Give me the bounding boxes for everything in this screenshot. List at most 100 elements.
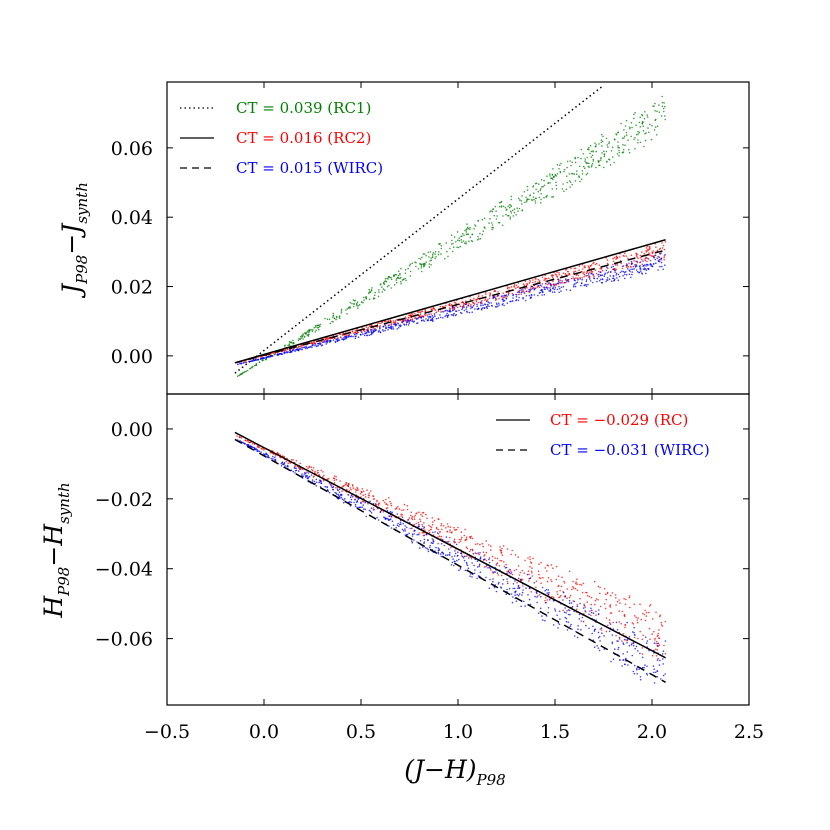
- data-point-rc1: [434, 253, 436, 255]
- data-point-rc1: [558, 168, 560, 170]
- data-point-wirc: [324, 485, 327, 488]
- data-point-wirc: [492, 580, 494, 583]
- data-point-wirc: [453, 564, 455, 567]
- data-point-wirc: [520, 289, 523, 291]
- data-point-wirc: [245, 361, 247, 364]
- data-point-wirc: [265, 453, 268, 455]
- data-point-wirc: [340, 494, 343, 497]
- data-point-wirc: [530, 296, 532, 298]
- data-point-rc1: [521, 203, 523, 205]
- data-point-rc1: [584, 167, 586, 169]
- data-point-rc1: [393, 274, 396, 277]
- data-point-rc1: [457, 246, 460, 249]
- data-point-wirc: [528, 289, 530, 291]
- data-point-rc: [428, 531, 431, 534]
- data-point-rc2: [646, 257, 649, 260]
- bottom-panel-fit-lines: [234, 431, 666, 683]
- data-point-rc1: [534, 197, 537, 200]
- data-point-wirc: [376, 516, 378, 519]
- data-point-wirc: [631, 273, 633, 276]
- data-point-wirc: [638, 668, 640, 670]
- data-point-rc1: [654, 102, 656, 105]
- data-point-wirc: [574, 279, 576, 282]
- data-point-rc: [608, 619, 611, 621]
- data-point-rc: [408, 517, 411, 519]
- data-point-rc: [458, 541, 460, 544]
- data-point-rc1: [461, 232, 464, 235]
- data-point-rc: [501, 547, 503, 550]
- data-point-wirc: [477, 307, 480, 310]
- data-point-wirc: [600, 274, 602, 277]
- data-point-wirc: [421, 528, 423, 530]
- data-point-rc1: [598, 143, 600, 145]
- data-point-rc: [345, 482, 347, 484]
- data-point-rc: [446, 523, 449, 525]
- data-point-wirc: [517, 587, 519, 590]
- data-point-rc2: [502, 296, 505, 299]
- data-point-wirc: [263, 357, 265, 359]
- data-point-rc: [482, 551, 485, 553]
- data-point-wirc: [653, 649, 655, 652]
- data-point-rc1: [351, 302, 353, 305]
- data-point-rc1: [519, 199, 521, 201]
- data-point-rc: [624, 624, 626, 626]
- data-point-wirc: [544, 619, 546, 622]
- data-point-wirc: [509, 568, 511, 571]
- data-point-wirc: [476, 560, 479, 563]
- data-point-wirc: [443, 544, 446, 547]
- data-point-rc: [651, 618, 654, 620]
- data-point-wirc: [639, 652, 641, 655]
- data-point-rc2: [574, 267, 577, 270]
- data-point-rc: [641, 638, 644, 641]
- data-point-rc: [651, 654, 654, 657]
- data-point-wirc: [294, 350, 296, 353]
- data-point-wirc: [249, 445, 252, 447]
- data-point-wirc: [399, 325, 402, 328]
- data-point-rc1: [553, 176, 555, 178]
- data-point-wirc: [393, 323, 395, 326]
- data-point-wirc: [432, 542, 434, 544]
- data-point-wirc: [623, 638, 626, 641]
- data-point-rc1: [637, 130, 639, 133]
- data-point-wirc: [280, 465, 283, 467]
- data-point-rc1: [661, 101, 664, 104]
- data-point-rc2: [595, 262, 598, 265]
- data-point-rc1: [634, 112, 636, 114]
- data-point-rc1: [431, 253, 434, 256]
- data-point-rc1: [523, 191, 526, 193]
- data-point-wirc: [622, 270, 625, 273]
- data-point-wirc: [653, 668, 655, 670]
- data-point-rc: [599, 605, 602, 608]
- data-point-wirc: [622, 653, 624, 655]
- data-point-wirc: [411, 533, 414, 535]
- data-point-rc: [312, 467, 315, 469]
- data-point-rc: [637, 637, 639, 640]
- data-point-rc1: [588, 146, 590, 149]
- data-point-rc1: [456, 231, 459, 233]
- data-point-rc2: [477, 295, 480, 298]
- data-point-wirc: [330, 485, 333, 487]
- data-point-rc1: [584, 158, 586, 160]
- data-point-rc: [320, 469, 323, 472]
- data-point-rc1: [515, 214, 517, 216]
- data-point-wirc: [549, 283, 551, 285]
- data-point-wirc: [256, 450, 259, 453]
- data-point-wirc: [401, 321, 403, 324]
- data-point-wirc: [399, 521, 402, 524]
- data-point-wirc: [394, 324, 397, 327]
- data-point-rc2: [583, 271, 585, 273]
- data-point-rc2: [312, 342, 315, 344]
- data-point-wirc: [570, 277, 573, 280]
- data-point-rc1: [306, 334, 309, 336]
- data-point-wirc: [271, 355, 274, 357]
- data-point-wirc: [626, 651, 629, 653]
- data-point-wirc: [517, 586, 520, 588]
- data-point-wirc: [645, 642, 648, 644]
- data-point-rc1: [464, 229, 466, 232]
- data-point-rc: [447, 525, 450, 528]
- data-point-rc: [413, 523, 415, 526]
- data-point-wirc: [582, 607, 585, 609]
- data-point-rc1: [399, 276, 402, 279]
- data-point-rc1: [354, 299, 357, 302]
- data-point-rc: [301, 468, 304, 471]
